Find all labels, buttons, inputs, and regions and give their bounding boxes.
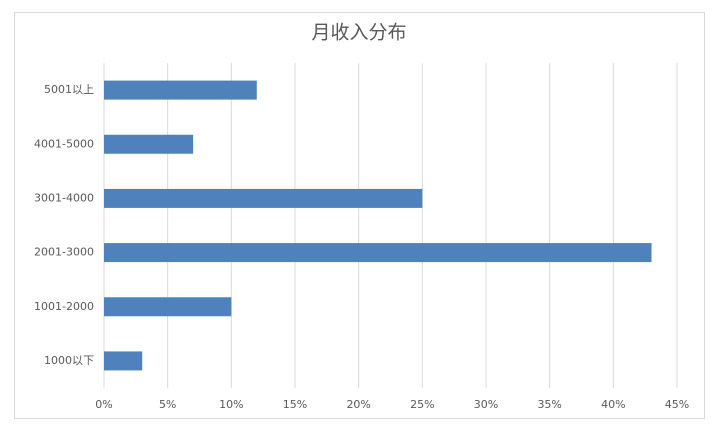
bar: [104, 243, 652, 263]
x-tick-label: 5%: [159, 398, 176, 411]
bar: [104, 351, 143, 371]
x-tick-label: 15%: [283, 398, 307, 411]
x-tick-label: 30%: [474, 398, 498, 411]
x-tick-label: 20%: [346, 398, 370, 411]
x-tick-label: 40%: [601, 398, 625, 411]
y-tick-label: 1000以下: [44, 354, 94, 367]
bar: [104, 297, 232, 317]
x-tick-label: 10%: [219, 398, 243, 411]
chart-title: 月收入分布: [311, 22, 406, 44]
x-tick-label: 25%: [410, 398, 434, 411]
y-tick-label: 2001-3000: [34, 246, 94, 259]
bar: [104, 80, 257, 100]
y-tick-label: 1001-2000: [34, 300, 94, 313]
x-tick-label: 0%: [95, 398, 112, 411]
y-tick-label: 5001以上: [44, 83, 94, 96]
y-tick-label: 4001-5000: [34, 137, 94, 150]
bar: [104, 188, 423, 208]
y-tick-label: 3001-4000: [34, 191, 94, 204]
x-tick-label: 45%: [665, 398, 689, 411]
x-tick-label: 35%: [537, 398, 561, 411]
bar: [104, 134, 194, 154]
chart-border: [14, 12, 705, 419]
